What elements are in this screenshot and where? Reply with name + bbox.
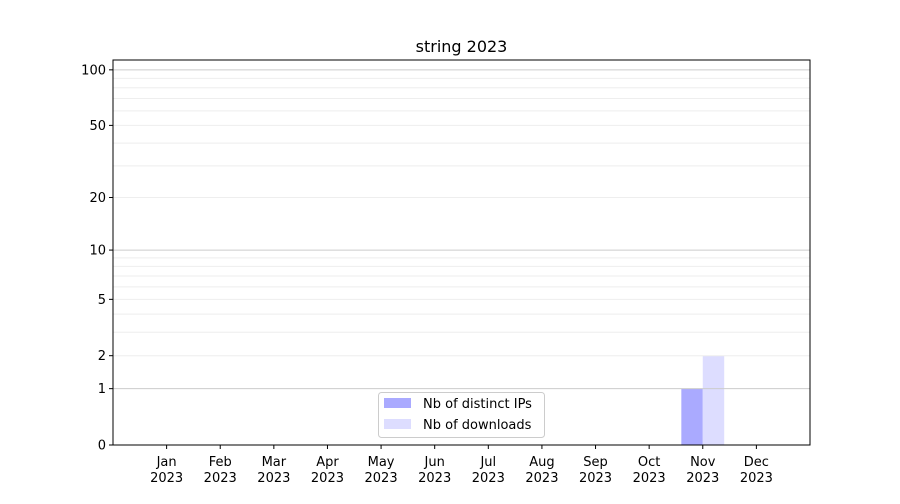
x-tick-label: Jun 2023 <box>418 455 451 486</box>
legend-label: Nb of downloads <box>423 418 532 433</box>
plot-frame <box>112 59 811 446</box>
y-tick-label: 1 <box>98 382 106 397</box>
legend-box <box>378 392 545 438</box>
x-tick-label: Oct 2023 <box>633 455 666 486</box>
y-tick-label: 20 <box>89 191 106 206</box>
y-tick-label: 50 <box>89 119 106 134</box>
bar-distinct-ips <box>681 388 703 445</box>
x-tick-label: May 2023 <box>365 455 398 486</box>
y-tick-label: 2 <box>98 349 106 364</box>
y-tick-label: 100 <box>81 63 106 78</box>
x-tick-label: Jan 2023 <box>150 455 183 486</box>
x-tick-label: Sep 2023 <box>579 455 612 486</box>
y-tick-label: 10 <box>89 244 106 259</box>
y-tick-label: 5 <box>98 293 106 308</box>
x-tick-label: Aug 2023 <box>525 455 558 486</box>
legend-swatch <box>384 398 411 408</box>
x-tick-label: Apr 2023 <box>311 455 344 486</box>
x-tick-label: Nov 2023 <box>686 455 719 486</box>
x-tick-label: Feb 2023 <box>204 455 237 486</box>
legend: Nb of distinct IPs Nb of downloads <box>378 392 545 438</box>
y-tick-label: 0 <box>98 439 106 454</box>
x-tick-label: Dec 2023 <box>740 455 773 486</box>
legend-label: Nb of distinct IPs <box>423 397 532 412</box>
bar-downloads <box>702 355 725 445</box>
x-tick-label: Mar 2023 <box>257 455 290 486</box>
x-tick-label: Jul 2023 <box>472 455 505 486</box>
legend-swatch <box>384 419 411 429</box>
chart-title: string 2023 <box>416 37 508 56</box>
